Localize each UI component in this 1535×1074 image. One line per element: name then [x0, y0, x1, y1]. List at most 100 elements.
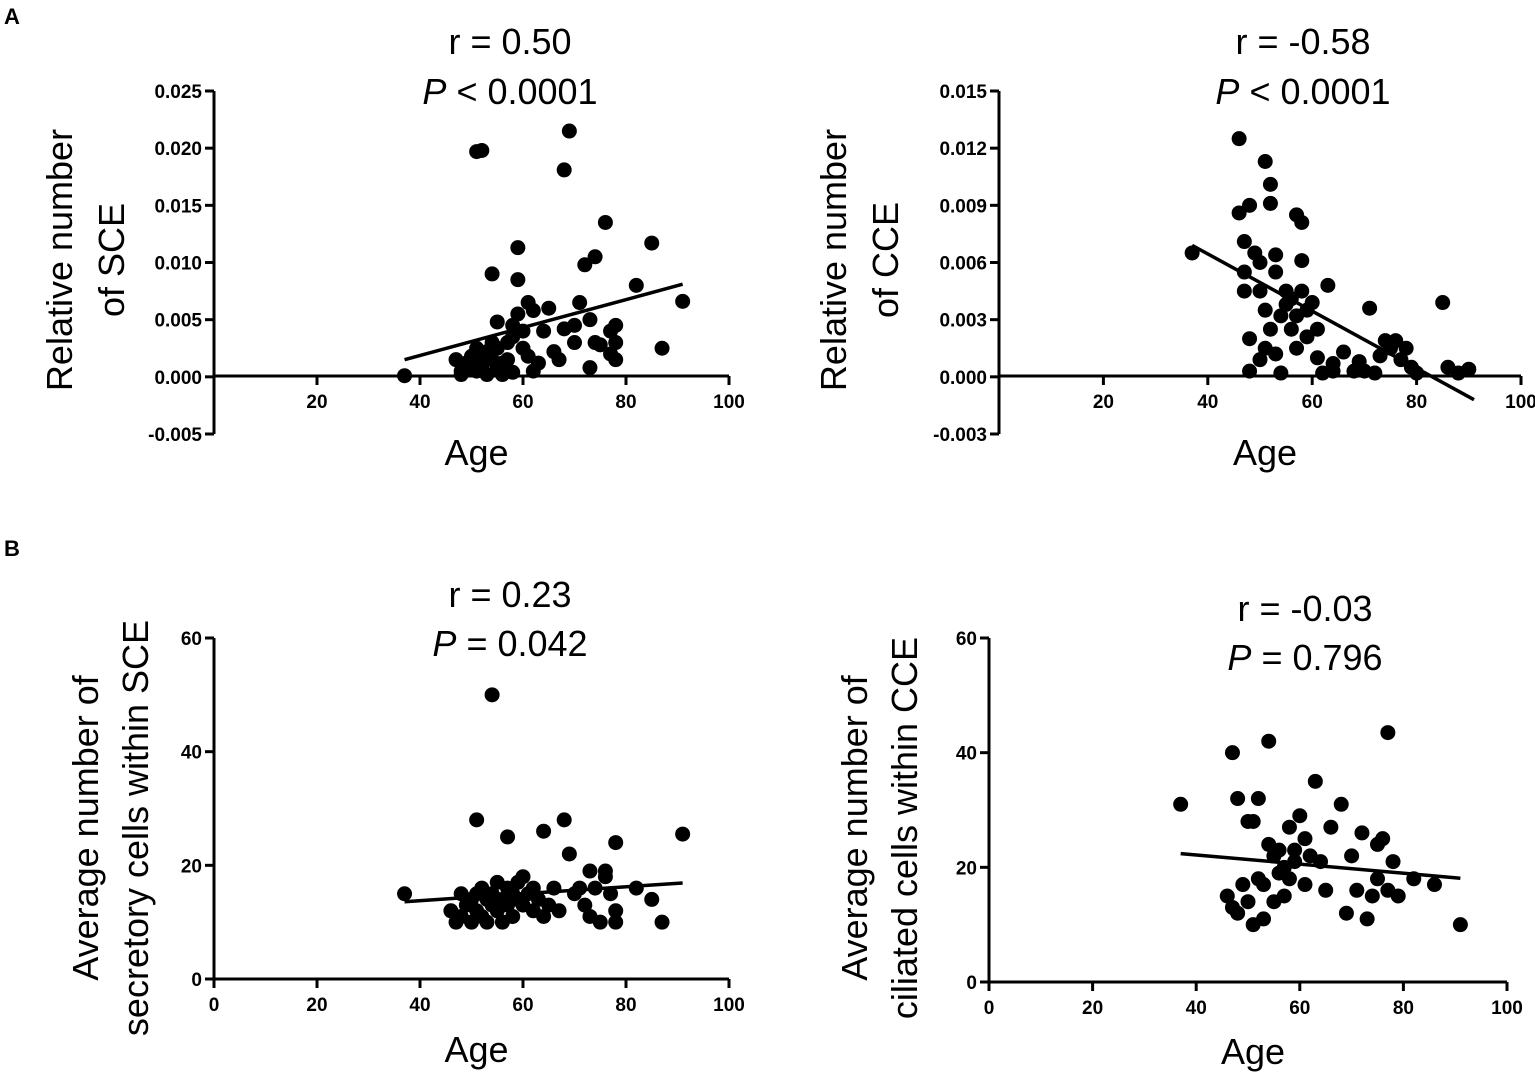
x-axis-title: Age: [1221, 1031, 1285, 1072]
x-tick-label: 100: [1505, 392, 1535, 413]
data-point: [582, 360, 598, 376]
y-tick-label: 0.000: [939, 368, 987, 389]
data-point: [577, 897, 593, 913]
data-point: [1256, 877, 1272, 893]
y-tick-label: 0.003: [939, 311, 987, 332]
data-point: [1375, 831, 1391, 847]
data-point: [1354, 825, 1370, 841]
data-point: [567, 317, 582, 333]
data-point: [1359, 911, 1375, 927]
x-tick-label: 60: [512, 995, 533, 1016]
p-value-label: P = 0.042: [432, 623, 587, 664]
data-point: [484, 687, 500, 703]
data-point: [469, 812, 485, 828]
data-point: [1219, 888, 1235, 904]
x-tick-label: 60: [1302, 392, 1323, 413]
x-tick-label: 20: [1093, 392, 1114, 413]
data-point: [1362, 300, 1378, 316]
data-point: [608, 914, 624, 930]
y-tick-label: 60: [181, 629, 202, 650]
data-point: [1268, 264, 1284, 280]
data-point: [675, 826, 691, 842]
chart-ciliated-cells-average: 0 20 40 60 0 20 40 60 80 100 Age Average number of c…: [834, 588, 1523, 1072]
data-point: [1426, 877, 1442, 893]
data-point: [1283, 321, 1299, 337]
y-tick-label: 0.010: [154, 254, 202, 275]
data-point: [510, 240, 526, 256]
x-tick-label: 100: [713, 995, 745, 1016]
data-point: [479, 914, 495, 930]
x-tick-label: 0: [209, 995, 220, 1016]
x-tick-label: 40: [1186, 998, 1207, 1019]
x-tick-label: 40: [1197, 392, 1218, 413]
y-axis-title-line: of SCE: [91, 203, 132, 317]
data-point: [536, 908, 552, 924]
data-point: [1245, 813, 1261, 829]
data-point: [556, 812, 572, 828]
y-axis-title-line: of CCE: [865, 202, 906, 318]
data-point: [1297, 877, 1313, 893]
data-point: [1236, 283, 1252, 299]
y-tick-label: -0.005: [148, 425, 202, 446]
data-point: [1268, 346, 1284, 362]
data-point: [397, 368, 413, 384]
p-value-text: < 0.0001: [1239, 71, 1390, 112]
x-tick-label: 80: [615, 392, 636, 413]
data-point: [608, 317, 624, 333]
data-point: [510, 272, 526, 288]
x-tick-label: 40: [409, 995, 430, 1016]
x-tick-label: 0: [984, 998, 995, 1019]
data-point: [1364, 888, 1380, 904]
p-value-text: = 0.042: [456, 623, 587, 664]
data-point: [1318, 882, 1334, 898]
data-point: [525, 303, 541, 319]
data-point: [551, 352, 567, 368]
p-value-label: P = 0.796: [1227, 637, 1382, 678]
regression-line: [1180, 851, 1461, 880]
y-tick-label: 0.005: [154, 311, 202, 332]
x-axis-title: Age: [444, 432, 508, 473]
data-point: [582, 863, 598, 879]
data-point: [608, 835, 624, 851]
data-point: [1262, 176, 1278, 192]
p-letter: P: [432, 623, 456, 664]
data-point: [1231, 205, 1247, 221]
data-point: [1309, 321, 1325, 337]
data-point: [1250, 791, 1266, 807]
data-point: [505, 908, 521, 924]
data-point: [577, 257, 593, 273]
y-tick-label: 0.000: [154, 368, 202, 389]
data-point: [1338, 905, 1354, 921]
data-point: [1252, 352, 1268, 368]
data-point: [1231, 131, 1247, 147]
data-point: [603, 886, 619, 902]
data-point: [1173, 796, 1189, 812]
p-value-text: < 0.0001: [446, 71, 597, 112]
y-tick-label: 40: [181, 743, 202, 764]
data-point: [1271, 842, 1287, 858]
data-point: [628, 277, 644, 293]
chart-cce-relative-number: -0.003 0.000 0.003 0.006 0.009 0.012 0.015 20 40…: [813, 21, 1535, 473]
data-point: [1273, 365, 1289, 381]
chart-sce-relative-number: -0.005 0.000 0.005 0.010 0.015 0.020 0.025 20 40…: [39, 21, 745, 473]
data-point: [510, 306, 526, 322]
data-point: [1257, 302, 1273, 318]
data-point: [1294, 253, 1310, 269]
p-value-label: P < 0.0001: [1215, 71, 1390, 112]
data-point: [644, 891, 660, 907]
y-tick-label: 0: [966, 973, 977, 994]
data-point: [515, 869, 531, 885]
data-point: [1370, 871, 1385, 887]
data-point: [1390, 888, 1406, 904]
data-point: [489, 314, 505, 330]
data-point: [536, 323, 552, 339]
data-point: [654, 914, 670, 930]
data-point: [500, 829, 516, 845]
x-tick-label: 20: [306, 392, 327, 413]
chart-secretory-cells-average: 0 20 40 60 0 20 40 60 80 100 Age Average number of s…: [65, 574, 745, 1070]
data-point: [1276, 888, 1292, 904]
data-point: [561, 846, 577, 862]
data-point: [1325, 363, 1341, 379]
correlation-r-label: r = 0.50: [448, 21, 571, 62]
data-point: [1309, 350, 1325, 366]
